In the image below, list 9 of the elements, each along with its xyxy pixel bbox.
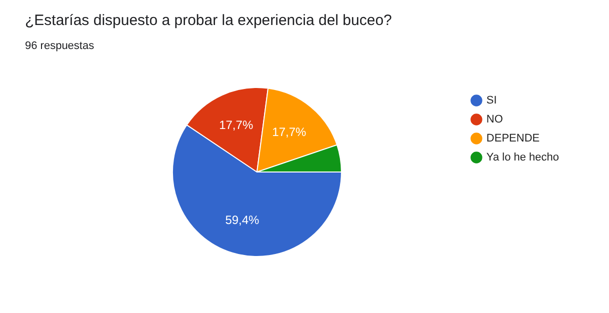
legend-label: DEPENDE	[486, 132, 540, 145]
legend-label: Ya lo he hecho	[486, 152, 560, 164]
data-label: 59,4%	[225, 212, 260, 227]
chart-title: ¿Estarías dispuesto a probar la experiencia del buceo?	[25, 12, 392, 29]
data-label: 17,7%	[272, 125, 306, 140]
legend-label: NO	[486, 114, 504, 126]
data-label: 17,7%	[219, 118, 254, 132]
text: 96 respuestas	[25, 40, 94, 52]
legend-label: SI	[486, 94, 497, 107]
